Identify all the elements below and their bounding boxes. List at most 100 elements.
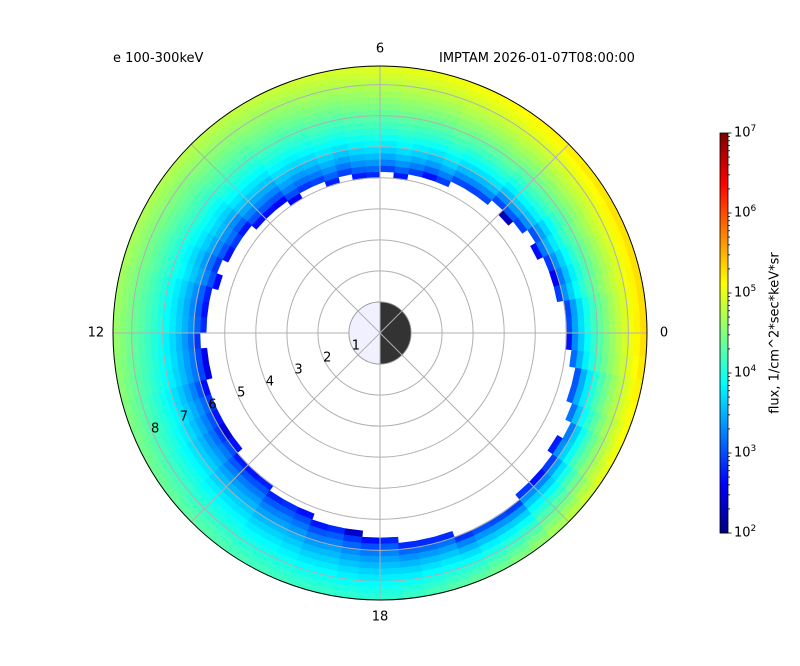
colorbar-segment bbox=[720, 437, 728, 440]
colorbar-segment bbox=[720, 317, 728, 320]
colorbar-segment bbox=[720, 181, 728, 184]
angle-tick-label: 6 bbox=[375, 41, 385, 57]
colorbar-segment bbox=[720, 211, 728, 214]
flux-cell bbox=[180, 315, 189, 334]
colorbar-segment bbox=[720, 465, 728, 468]
colorbar-segment bbox=[720, 511, 728, 514]
colorbar-segment bbox=[720, 287, 728, 290]
flux-cell bbox=[583, 314, 592, 334]
angle-tick-label: 12 bbox=[87, 325, 105, 341]
tick-base: 10 bbox=[734, 125, 751, 141]
flux-cell bbox=[174, 332, 183, 352]
colorbar-segment bbox=[720, 307, 728, 310]
colorbar-segment bbox=[720, 155, 728, 158]
radial-tick-label: 8 bbox=[151, 421, 160, 437]
colorbar-segment bbox=[720, 221, 728, 224]
colorbar-segment bbox=[720, 231, 728, 234]
colorbar-segment bbox=[720, 341, 728, 344]
colorbar-segment bbox=[720, 357, 728, 360]
flux-cell bbox=[379, 133, 398, 142]
grid-spoke bbox=[379, 143, 570, 334]
colorbar-segment bbox=[720, 255, 728, 258]
flux-cell bbox=[193, 316, 201, 334]
colorbar-segment bbox=[720, 419, 728, 422]
colorbar-segment bbox=[720, 483, 728, 486]
radial-tick-label: 6 bbox=[208, 397, 217, 413]
radial-tick-label: 7 bbox=[179, 409, 188, 425]
colorbar-segment bbox=[720, 229, 728, 232]
colorbar-segment bbox=[720, 411, 728, 414]
colorbar-segment bbox=[720, 447, 728, 450]
colorbar-segment bbox=[720, 467, 728, 470]
colorbar-segment bbox=[720, 143, 728, 146]
colorbar-segment bbox=[720, 457, 728, 460]
colorbar-segment bbox=[720, 353, 728, 356]
tick-exponent: 5 bbox=[750, 284, 757, 294]
colorbar-segment bbox=[720, 509, 728, 512]
colorbar-segment bbox=[720, 417, 728, 420]
colorbar-segment bbox=[720, 253, 728, 256]
colorbar-segment bbox=[720, 147, 728, 150]
tick-base: 10 bbox=[734, 445, 751, 461]
colorbar-segment bbox=[720, 333, 728, 336]
tick-base: 10 bbox=[734, 365, 751, 381]
colorbar-segment bbox=[720, 165, 728, 168]
colorbar-segment bbox=[720, 499, 728, 502]
colorbar-segment bbox=[720, 383, 728, 386]
flux-cell bbox=[571, 315, 580, 334]
colorbar-segment bbox=[720, 477, 728, 480]
flux-cell bbox=[362, 133, 381, 142]
colorbar-segment bbox=[720, 301, 728, 304]
colorbar-segment bbox=[720, 139, 728, 142]
colorbar-segment bbox=[720, 413, 728, 416]
colorbar-segment bbox=[720, 175, 728, 178]
colorbar-segment bbox=[720, 409, 728, 412]
tick-base: 10 bbox=[734, 285, 751, 301]
colorbar-segment bbox=[720, 297, 728, 300]
colorbar-segment bbox=[720, 403, 728, 406]
flux-cell bbox=[577, 314, 586, 334]
flux-cell bbox=[180, 332, 189, 351]
colorbar-segment bbox=[720, 371, 728, 374]
radial-tick-label: 1 bbox=[351, 338, 361, 354]
flux-cell bbox=[363, 146, 381, 154]
flux-cell bbox=[149, 332, 158, 354]
grid-spoke bbox=[379, 310, 403, 334]
colorbar-segment bbox=[720, 519, 728, 522]
colorbar-segment bbox=[720, 449, 728, 452]
colorbar-segment bbox=[720, 527, 728, 530]
tick-exponent: 3 bbox=[750, 444, 757, 454]
colorbar-segment bbox=[720, 425, 728, 428]
colorbar-segment bbox=[720, 351, 728, 354]
colorbar-tick-label: 104 bbox=[734, 364, 756, 380]
flux-cell bbox=[583, 332, 592, 352]
colorbar-segment bbox=[720, 235, 728, 238]
colorbar-segment bbox=[720, 325, 728, 328]
colorbar-segment bbox=[720, 233, 728, 236]
colorbar-segment bbox=[720, 275, 728, 278]
colorbar-segment bbox=[720, 399, 728, 402]
colorbar-segment bbox=[720, 363, 728, 366]
colorbar-segment bbox=[720, 217, 728, 220]
colorbar-segment bbox=[720, 153, 728, 156]
flux-cell bbox=[571, 332, 580, 351]
colorbar-segment bbox=[720, 377, 728, 380]
colorbar-segment bbox=[720, 277, 728, 280]
colorbar-segment bbox=[720, 475, 728, 478]
colorbar-segment bbox=[720, 361, 728, 364]
colorbar-segment bbox=[720, 347, 728, 350]
colorbar-segment bbox=[720, 401, 728, 404]
tick-exponent: 7 bbox=[750, 124, 757, 134]
colorbar-segment bbox=[720, 191, 728, 194]
colorbar-segment bbox=[720, 323, 728, 326]
colorbar-segment bbox=[720, 259, 728, 262]
tick-exponent: 4 bbox=[750, 364, 757, 374]
colorbar-segment bbox=[720, 407, 728, 410]
flux-cell bbox=[379, 152, 397, 161]
colorbar-segment bbox=[720, 313, 728, 316]
colorbar-segment bbox=[720, 219, 728, 222]
colorbar-segment bbox=[720, 331, 728, 334]
colorbar-segment bbox=[720, 145, 728, 148]
colorbar-segment bbox=[720, 469, 728, 472]
colorbar-segment bbox=[720, 215, 728, 218]
